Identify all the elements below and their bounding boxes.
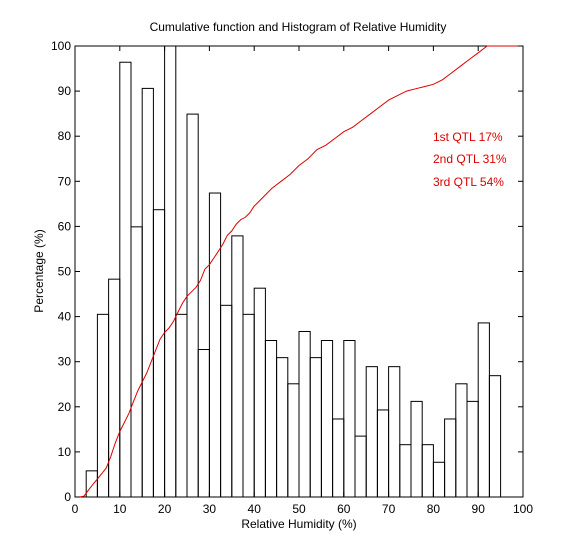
- y-tick-label: 50: [58, 265, 72, 279]
- x-tick-label: 40: [248, 502, 262, 516]
- cumulative-series: [79, 45, 523, 498]
- x-tick-label: 0: [72, 502, 79, 516]
- annotation-q3: 3rd QTL 54%: [433, 175, 504, 189]
- cumulative-line: [79, 45, 523, 498]
- y-tick-label: 80: [58, 129, 72, 143]
- y-tick-label: 0: [64, 490, 71, 504]
- chart-title: Cumulative function and Histogram of Rel…: [150, 20, 447, 34]
- x-tick-label: 20: [158, 502, 172, 516]
- axis-ticks: 0 10 20 30 40 50 60 70 80 90 100 0 10 20 30 40 50 60 70 80 9…: [51, 39, 533, 516]
- histogram-series: [85, 45, 502, 498]
- y-tick-label: 70: [58, 174, 72, 188]
- histogram-bar: [388, 366, 401, 498]
- y-tick-label: 30: [58, 355, 72, 369]
- quantile-annotations: 1st QTL 17% 2nd QTL 31% 3rd QTL 54%: [433, 130, 507, 189]
- y-tick-label: 90: [58, 84, 72, 98]
- y-tick-label: 100: [51, 39, 71, 53]
- x-axis-label: Relative Humidity (%): [241, 517, 356, 531]
- histogram-bar: [164, 45, 177, 498]
- x-tick-label: 30: [203, 502, 217, 516]
- x-tick-label: 70: [382, 502, 396, 516]
- x-tick-label: 60: [337, 502, 351, 516]
- x-tick-label: 100: [513, 502, 533, 516]
- y-tick-label: 10: [58, 445, 72, 459]
- histogram-bar: [488, 375, 502, 498]
- x-tick-label: 80: [427, 502, 441, 516]
- y-tick-label: 60: [58, 219, 72, 233]
- x-tick-label: 90: [472, 502, 486, 516]
- annotation-q1: 1st QTL 17%: [433, 130, 503, 144]
- y-axis-label: Percentage (%): [32, 229, 46, 312]
- x-tick-label: 50: [292, 502, 306, 516]
- y-tick-label: 20: [58, 400, 72, 414]
- histogram-bar: [186, 113, 199, 498]
- histogram-bar: [343, 340, 356, 498]
- x-tick-label: 10: [113, 502, 127, 516]
- annotation-q2: 2nd QTL 31%: [433, 152, 507, 166]
- y-tick-label: 40: [58, 310, 72, 324]
